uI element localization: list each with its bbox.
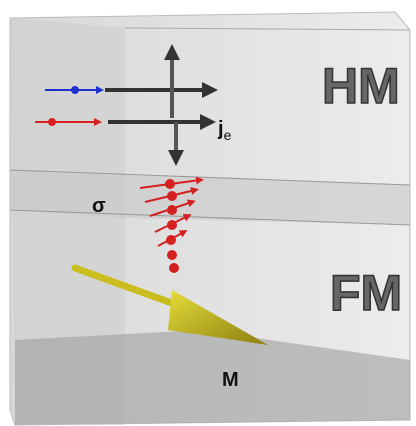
- spin-label: σ: [92, 195, 106, 217]
- hm-label: HM: [322, 58, 400, 114]
- magnetization-label: M: [222, 369, 239, 391]
- electron: [48, 118, 56, 126]
- current-subscript: e: [224, 127, 232, 143]
- diagram: HM FM je σ M: [0, 0, 416, 426]
- electron: [71, 86, 79, 94]
- fm-label: FM: [330, 265, 402, 321]
